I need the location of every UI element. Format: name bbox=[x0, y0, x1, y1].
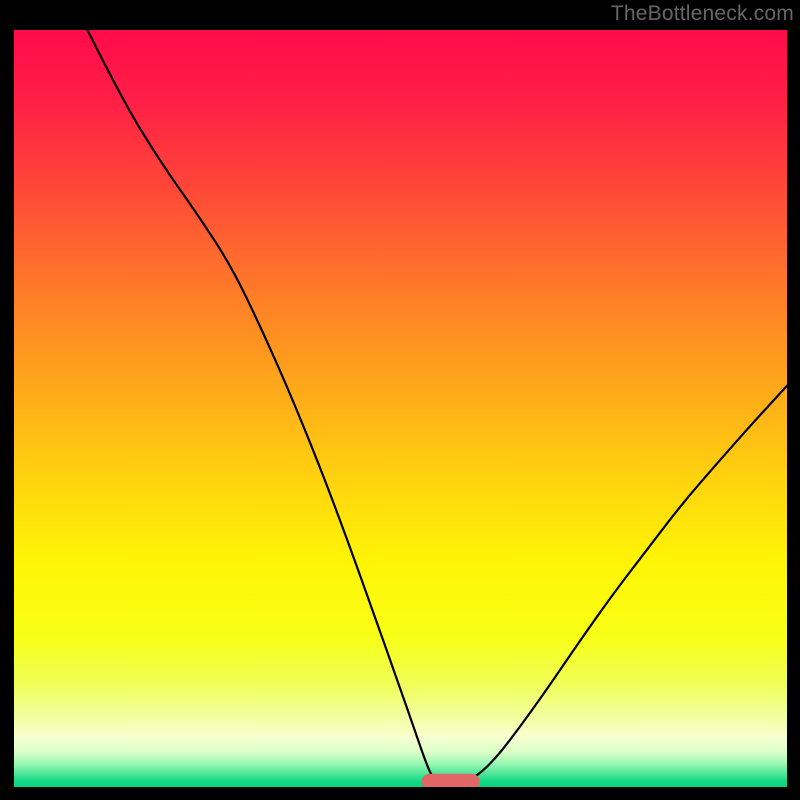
bottleneck-chart bbox=[14, 30, 787, 787]
chart-frame: TheBottleneck.com bbox=[0, 0, 800, 800]
gradient-background bbox=[14, 30, 787, 787]
optimal-marker bbox=[422, 774, 480, 787]
attribution-text: TheBottleneck.com bbox=[611, 2, 794, 26]
plot-area bbox=[14, 30, 787, 787]
